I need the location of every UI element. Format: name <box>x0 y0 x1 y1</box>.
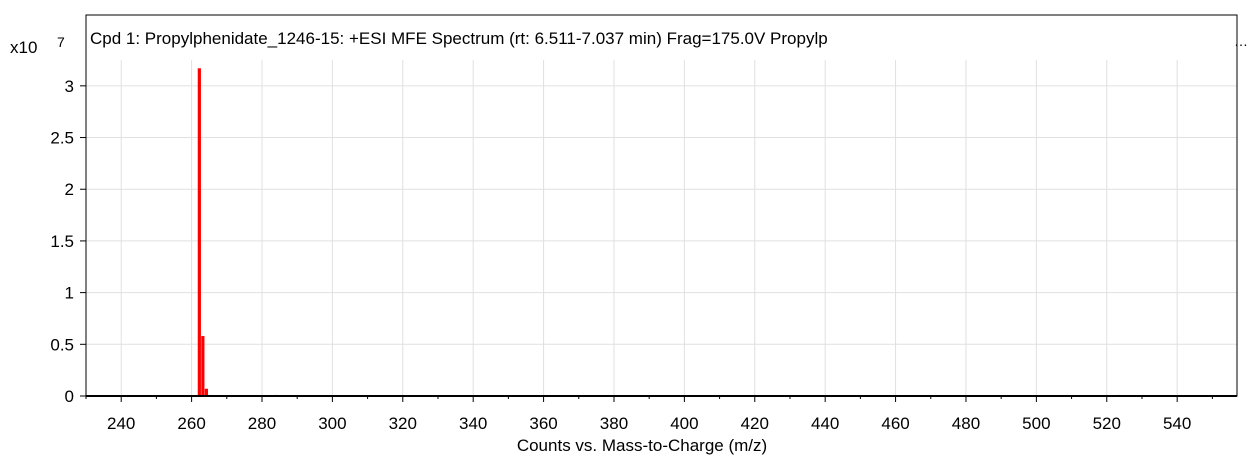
axes-layer <box>80 14 1238 402</box>
y-tick-label: 1.5 <box>50 232 74 251</box>
x-tick-label: 260 <box>177 414 205 433</box>
x-tick-label: 400 <box>670 414 698 433</box>
x-tick-label: 480 <box>952 414 980 433</box>
bars-layer <box>197 68 1125 397</box>
y-tick-label: 1 <box>65 284 74 303</box>
spectrum-peak-bar <box>197 68 201 397</box>
x-tick-label: 460 <box>881 414 909 433</box>
x-tick-label: 500 <box>1022 414 1050 433</box>
x-tick-label: 520 <box>1093 414 1121 433</box>
x-tick-label: 240 <box>107 414 135 433</box>
y-tick-label: 2.5 <box>50 129 74 148</box>
y-tick-label: 0.5 <box>50 335 74 354</box>
x-axis-label: Counts vs. Mass-to-Charge (m/z) <box>517 436 767 455</box>
labels-layer: x10 7 Cpd 1: Propylphenidate_1246-15: +E… <box>10 29 1248 455</box>
plot-frame <box>85 14 1238 397</box>
x-tick-label: 540 <box>1163 414 1191 433</box>
chart-title: Cpd 1: Propylphenidate_1246-15: +ESI MFE… <box>90 29 828 48</box>
y-tick-label: 0 <box>65 387 74 406</box>
y-tick-label: 2 <box>65 180 74 199</box>
y-multiplier-exponent: 7 <box>57 34 65 50</box>
x-tick-label: 420 <box>741 414 769 433</box>
y-multiplier-base: x10 <box>10 38 37 57</box>
y-tick-label: 3 <box>65 77 74 96</box>
spectrum-peak-bar <box>204 388 208 396</box>
x-tick-label: 380 <box>600 414 628 433</box>
x-tick-label: 280 <box>248 414 276 433</box>
x-tick-label: 440 <box>811 414 839 433</box>
x-tick-label: 340 <box>459 414 487 433</box>
spectrum-peak-bar <box>201 336 205 396</box>
chart-title-overflow: … <box>1234 33 1248 49</box>
x-tick-label: 300 <box>318 414 346 433</box>
x-tick-label: 360 <box>529 414 557 433</box>
grid-layer <box>86 60 1237 396</box>
x-tick-label: 320 <box>389 414 417 433</box>
